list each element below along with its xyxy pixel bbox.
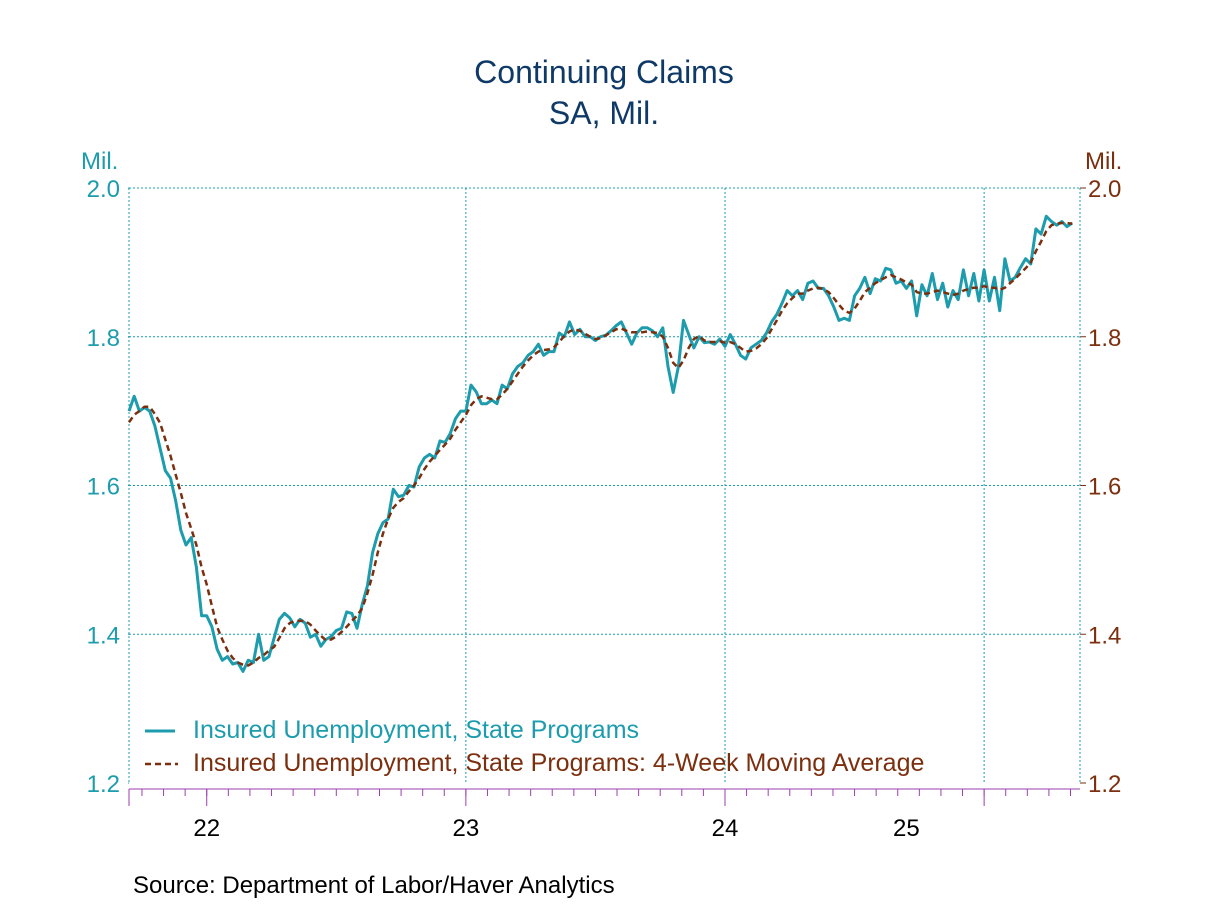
series-line-4-week-moving-average: [127, 221, 1073, 667]
legend-label-series-2: Insured Unemployment, State Programs: 4-…: [193, 749, 925, 777]
x-tick-label: 24: [712, 815, 739, 842]
x-tick-label: 25: [893, 815, 920, 842]
series-line-insured-unemployment: [127, 214, 1074, 673]
y-tick-label-right: 1.4: [1088, 622, 1121, 649]
chart-title: Continuing Claims: [474, 54, 734, 90]
x-tick-label: 22: [193, 815, 220, 842]
y-tick-label-right: 1.2: [1088, 771, 1121, 798]
source-note: Source: Department of Labor/Haver Analyt…: [133, 872, 615, 899]
y-tick-label-left: 1.6: [87, 474, 120, 501]
right-axis-unit-label: Mil.: [1085, 148, 1123, 175]
x-tick-label: 23: [453, 815, 480, 842]
y-tick-label-left: 1.4: [87, 622, 120, 649]
y-tick-label-left: 1.8: [87, 325, 120, 352]
legend-label-series-1: Insured Unemployment, State Programs: [193, 716, 640, 744]
left-axis-unit-label: Mil.: [81, 148, 119, 175]
y-tick-label-right: 1.8: [1088, 325, 1121, 352]
y-tick-label-right: 2.0: [1088, 176, 1121, 203]
y-tick-label-left: 1.2: [87, 771, 120, 798]
y-tick-label-right: 1.6: [1088, 474, 1121, 501]
y-tick-label-left: 2.0: [87, 176, 120, 203]
chart-subtitle: SA, Mil.: [548, 95, 660, 131]
